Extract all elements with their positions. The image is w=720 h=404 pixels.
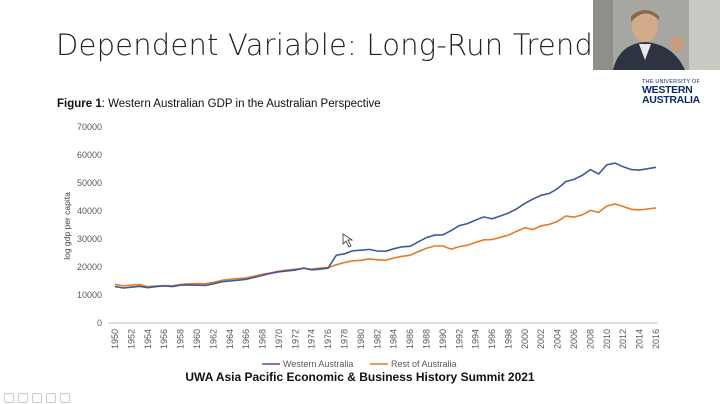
x-tick-label: 1974	[307, 329, 317, 349]
logo-line-3: AUSTRALIA	[642, 94, 700, 106]
legend-label-western-australia: Western Australia	[283, 359, 353, 369]
y-tick-label: 30000	[77, 234, 102, 244]
x-tick-label: 2000	[520, 329, 530, 349]
x-tick-label: 1982	[372, 329, 382, 349]
x-tick-label: 1972	[290, 329, 300, 349]
figure-label: Figure 1	[57, 98, 102, 110]
x-tick-label: 1984	[389, 329, 399, 349]
x-tick-label: 1958	[176, 329, 186, 349]
legend-label-rest-of-australia: Rest of Australia	[391, 359, 457, 369]
x-tick-label: 1992	[454, 329, 464, 349]
presenter-silhouette	[593, 0, 720, 70]
x-tick-label: 1952	[126, 329, 136, 349]
presentation-toolbar	[0, 388, 80, 404]
x-tick-label: 1980	[356, 329, 366, 349]
series-line-western-australia	[114, 162, 657, 289]
figure-caption-text: : Western Australian GDP in the Australi…	[101, 98, 381, 110]
webcam-video-feed	[593, 0, 720, 70]
x-tick-label: 1988	[421, 329, 431, 349]
x-tick-label: 2002	[536, 329, 546, 349]
logo-line-2: WESTERN	[642, 84, 693, 96]
x-tick-label: 2006	[569, 329, 579, 349]
y-tick-label: 60000	[77, 150, 102, 160]
series-line-rest-of-australia	[114, 203, 657, 288]
y-tick-label: 40000	[77, 206, 102, 216]
x-tick-label: 2016	[651, 329, 661, 349]
x-tick-label: 1966	[241, 329, 251, 349]
x-tick-label: 2014	[635, 329, 645, 349]
x-tick-label: 1976	[323, 329, 333, 349]
x-tick-label: 2004	[553, 329, 563, 349]
x-tick-label: 1960	[192, 329, 202, 349]
logo-line-1: THE UNIVERSITY OF	[642, 79, 700, 85]
x-tick-label: 1962	[208, 329, 218, 349]
x-tick-label: 1986	[405, 329, 415, 349]
y-tick-label: 20000	[77, 262, 102, 272]
x-tick-label: 1968	[258, 329, 268, 349]
x-tick-label: 1990	[438, 329, 448, 349]
x-tick-label: 2010	[602, 329, 612, 349]
x-tick-label: 2008	[585, 329, 595, 349]
mouse-cursor-icon	[342, 233, 354, 248]
x-tick-label: 1970	[274, 329, 284, 349]
previous-slide-icon[interactable]	[4, 393, 14, 403]
x-axis-ticks: 1950 1952 1954 1956 1958 1960 1962 1964 1966 1968…	[110, 329, 661, 349]
x-tick-label: 1954	[143, 329, 153, 349]
y-tick-label: 10000	[77, 290, 102, 300]
x-tick-label: 1950	[110, 329, 120, 349]
more-options-icon[interactable]	[60, 393, 70, 403]
zoom-icon[interactable]	[46, 393, 56, 403]
x-tick-label: 1998	[503, 329, 513, 349]
y-tick-label: 70000	[77, 122, 102, 132]
x-tick-label: 1994	[471, 329, 481, 349]
next-slide-icon[interactable]	[18, 393, 28, 403]
pen-icon[interactable]	[32, 393, 42, 403]
uwa-logo: THE UNIVERSITY OF WESTERN AUSTRALIA	[642, 79, 706, 105]
y-tick-label: 0	[97, 318, 102, 328]
x-tick-label: 2012	[618, 329, 628, 349]
slide-footer: UWA Asia Pacific Economic & Business His…	[185, 370, 535, 384]
y-tick-label: 50000	[77, 178, 102, 188]
y-axis-label: log gdp per capita	[62, 192, 72, 260]
x-tick-label: 1978	[340, 329, 350, 349]
x-tick-label: 1956	[159, 329, 169, 349]
chart-legend: Western Australia Rest of Australia	[262, 359, 457, 369]
x-tick-label: 1964	[225, 329, 235, 349]
y-axis-ticks: 0 10000 20000 30000 40000 50000 60000 70000	[77, 122, 102, 328]
figure-caption: Figure 1: Western Australian GDP in the …	[57, 98, 381, 110]
slide-title: Dependent Variable: Long-Run Trend	[56, 28, 594, 62]
x-tick-label: 1996	[487, 329, 497, 349]
